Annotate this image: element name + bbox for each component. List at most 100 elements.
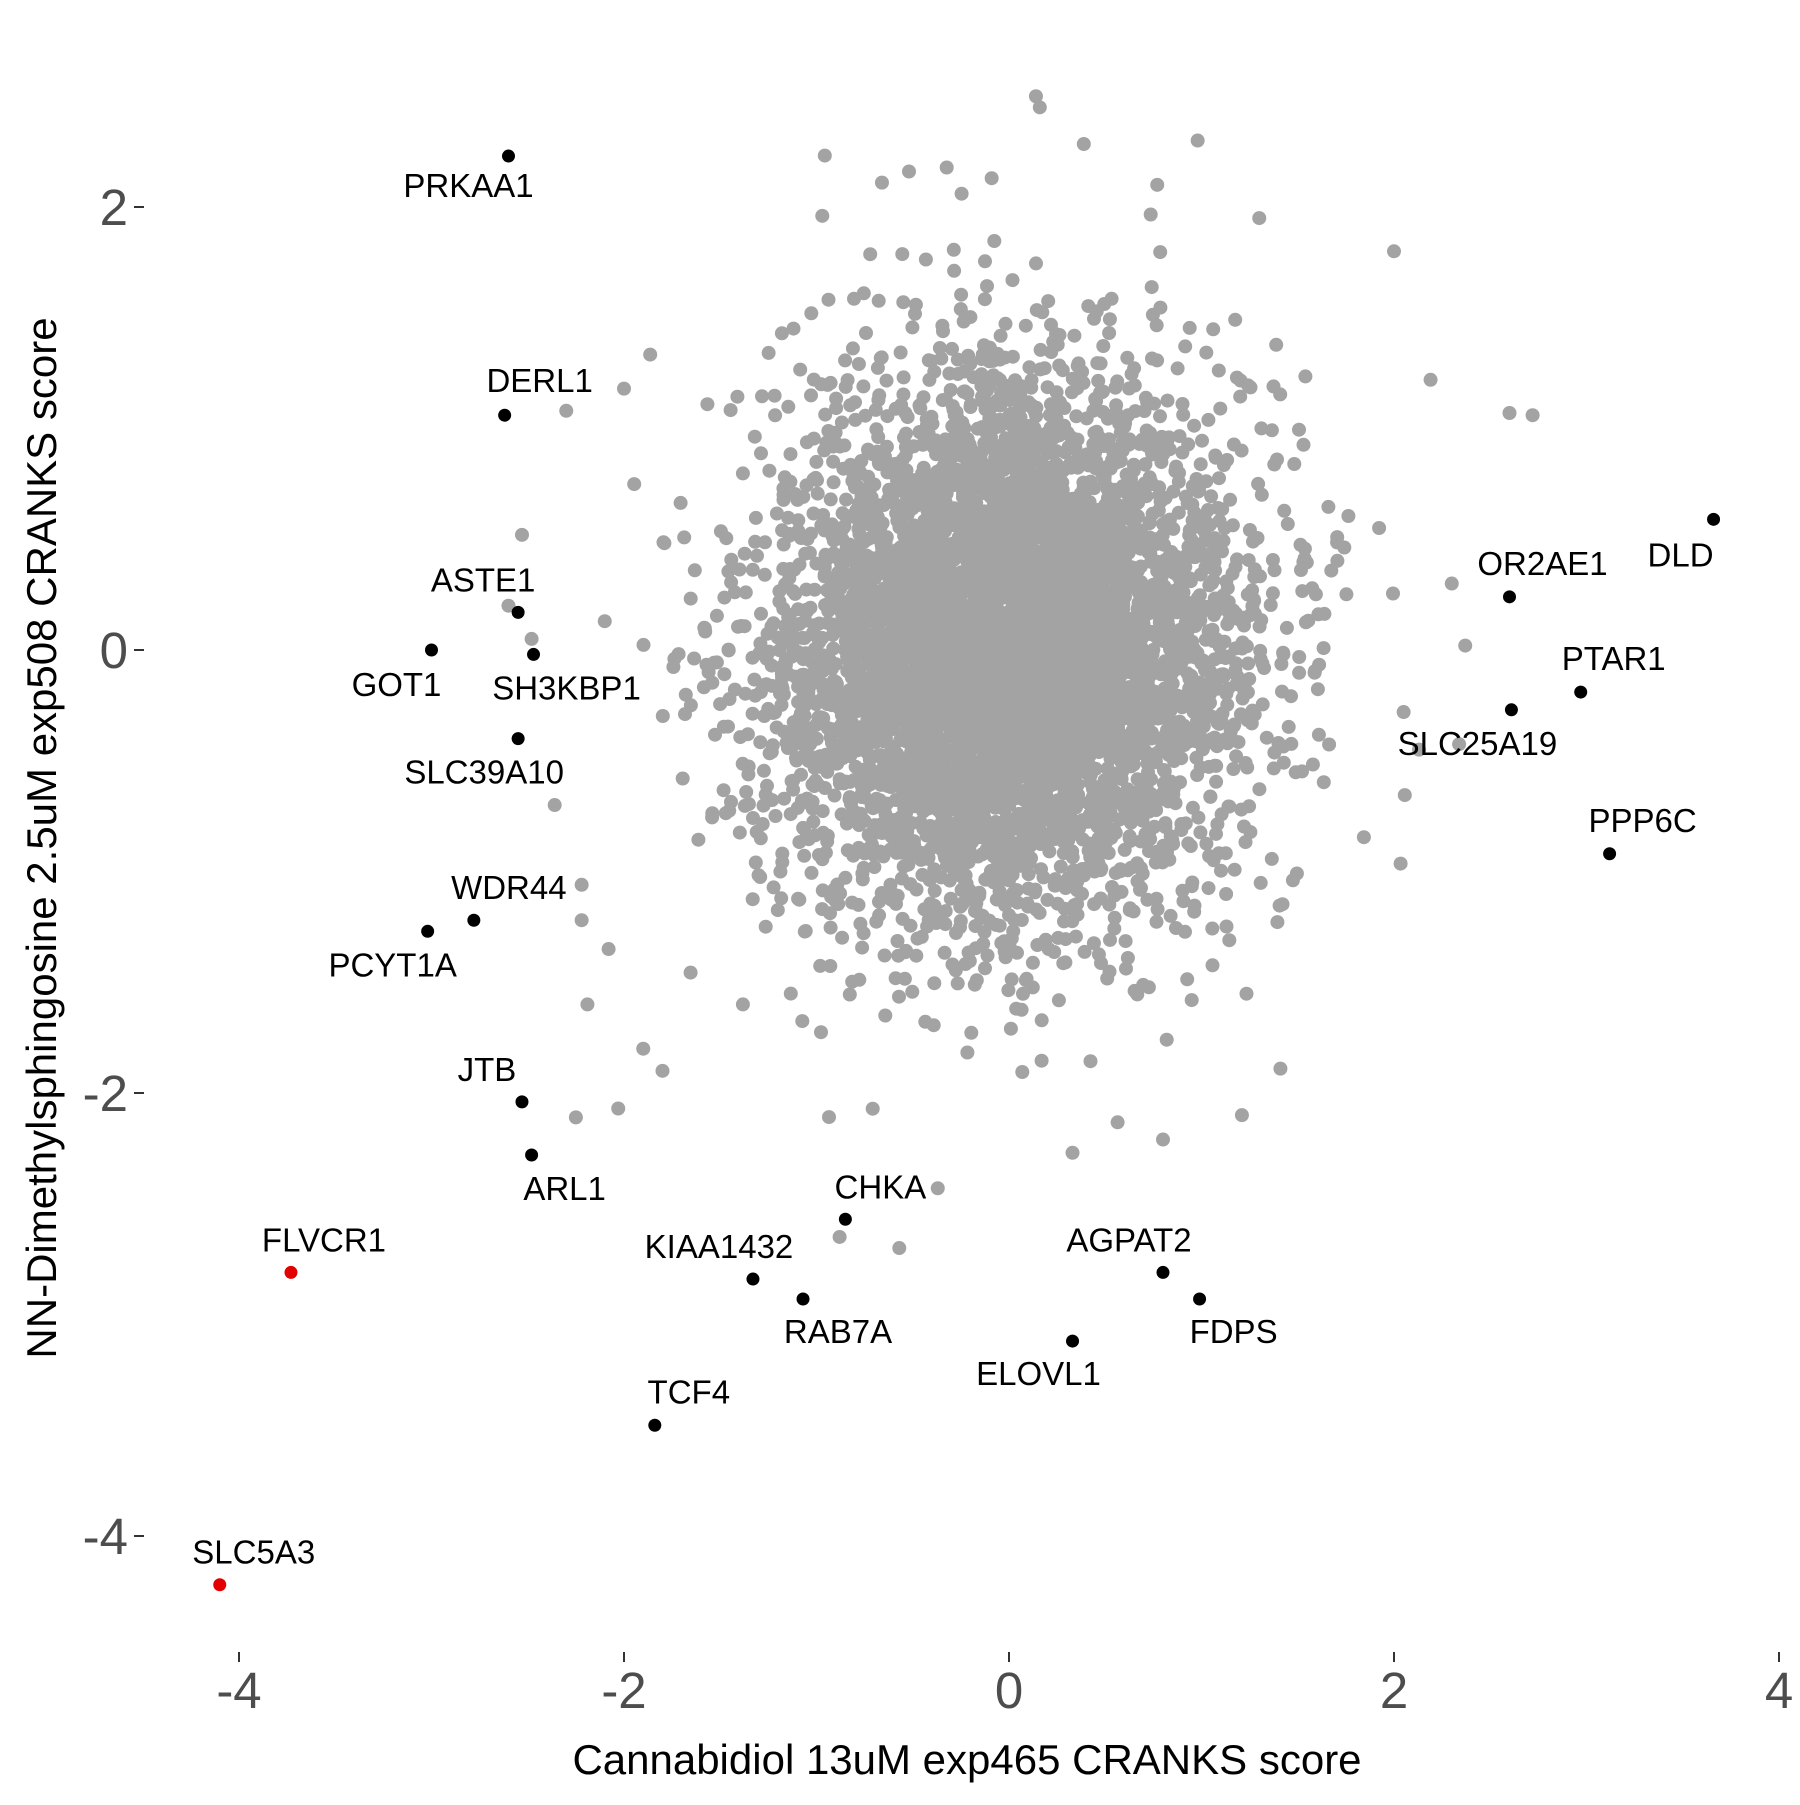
background-point (820, 697, 835, 711)
background-point (754, 606, 768, 621)
background-point (1102, 312, 1117, 327)
background-point (865, 1101, 880, 1116)
background-point (1127, 361, 1142, 376)
background-point (1242, 672, 1257, 686)
background-point (678, 687, 693, 702)
background-point (817, 148, 832, 163)
background-point (1138, 457, 1152, 472)
background-point (882, 571, 897, 585)
background-point (989, 445, 1004, 460)
background-point (1049, 327, 1063, 342)
background-point (753, 831, 768, 846)
background-point (869, 791, 884, 806)
background-point (1107, 910, 1122, 925)
background-point (1007, 913, 1022, 928)
background-point (1004, 972, 1019, 987)
background-point (987, 234, 1002, 248)
background-point (980, 948, 995, 963)
background-point (1208, 448, 1223, 463)
background-point (767, 388, 782, 403)
background-point (823, 920, 838, 935)
background-point (785, 584, 800, 599)
background-point (1228, 312, 1243, 327)
background-point (860, 611, 875, 626)
background-point (1202, 849, 1217, 863)
background-point (885, 457, 900, 472)
background-point (947, 263, 962, 278)
background-point (1305, 757, 1320, 772)
background-point (772, 594, 787, 609)
background-point (918, 252, 933, 267)
background-point (1041, 294, 1056, 309)
background-point (1253, 875, 1268, 890)
background-point (1238, 835, 1253, 850)
background-point (993, 328, 1008, 343)
background-point (992, 884, 1007, 899)
background-point (1022, 360, 1037, 375)
background-point (1079, 411, 1094, 426)
background-point (1168, 464, 1183, 478)
background-point (1205, 921, 1220, 936)
background-point (1153, 494, 1168, 509)
background-point (1230, 552, 1244, 567)
background-point (842, 987, 857, 1002)
background-point (815, 902, 830, 917)
background-point (776, 492, 791, 507)
background-point (1307, 664, 1322, 679)
background-point (1145, 351, 1159, 366)
background-point (1022, 856, 1037, 870)
background-point (1220, 453, 1235, 467)
background-point (953, 302, 968, 317)
background-point (1172, 429, 1187, 444)
background-point (826, 641, 841, 656)
background-point (934, 351, 949, 366)
background-point (1008, 883, 1023, 898)
background-point (1204, 489, 1219, 504)
background-point (998, 864, 1013, 879)
background-point (687, 563, 702, 578)
background-point (1195, 433, 1209, 448)
background-point (1255, 656, 1270, 671)
background-point (1280, 517, 1295, 531)
background-point (1356, 830, 1371, 845)
background-point (1292, 665, 1307, 680)
background-point (943, 891, 958, 906)
background-point (804, 526, 818, 541)
background-point (678, 707, 692, 722)
background-point (1270, 915, 1285, 930)
background-point (898, 465, 913, 480)
background-point (847, 291, 861, 306)
background-point (1296, 437, 1311, 452)
background-point (1171, 569, 1186, 584)
background-point (1160, 393, 1175, 408)
background-point (1310, 682, 1325, 697)
background-point (969, 973, 984, 988)
background-point (924, 555, 939, 570)
background-point (1222, 933, 1237, 948)
background-point (1037, 361, 1052, 376)
background-point (813, 710, 828, 725)
background-point (836, 461, 851, 476)
background-point (905, 320, 920, 335)
background-point (762, 463, 777, 478)
background-point (1010, 895, 1025, 910)
background-point (892, 989, 906, 1004)
background-point (1003, 1021, 1018, 1036)
background-point (806, 431, 821, 446)
background-point (1025, 955, 1040, 970)
background-point (656, 535, 671, 550)
background-point (949, 409, 964, 424)
background-point (774, 666, 789, 681)
background-point (1298, 615, 1313, 630)
background-point (1069, 409, 1084, 424)
background-point (748, 510, 763, 525)
background-point (1110, 374, 1125, 389)
background-point (818, 407, 833, 422)
background-point (1277, 503, 1292, 518)
background-point (768, 408, 783, 423)
background-point (700, 397, 715, 412)
background-point (1317, 606, 1332, 621)
background-point (786, 715, 801, 730)
background-point (879, 373, 894, 388)
